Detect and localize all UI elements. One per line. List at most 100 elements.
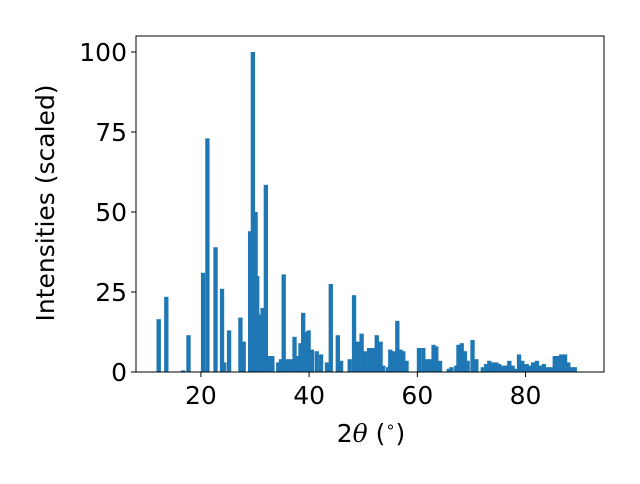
x-tick-label: 60 — [401, 381, 433, 410]
bar — [552, 356, 557, 372]
bar — [520, 360, 525, 372]
bar — [260, 308, 265, 372]
bar — [454, 365, 459, 372]
bar — [278, 359, 284, 372]
bar — [284, 359, 290, 372]
bar — [483, 364, 489, 372]
bar — [351, 295, 357, 372]
bar — [248, 231, 253, 372]
bar — [298, 343, 303, 372]
bar — [256, 314, 261, 372]
bar — [292, 336, 297, 372]
bar — [534, 360, 540, 372]
bar — [462, 351, 468, 372]
x-tick-label: 40 — [293, 381, 325, 410]
bar — [416, 348, 422, 372]
bar — [205, 138, 210, 372]
bar — [487, 360, 492, 372]
bar — [318, 354, 324, 372]
bar — [470, 340, 475, 372]
bar — [270, 356, 275, 372]
bar — [421, 348, 426, 372]
bar — [480, 367, 485, 372]
x-tick-label: 20 — [185, 381, 217, 410]
bar — [276, 362, 281, 372]
bar — [359, 333, 364, 372]
bar — [500, 365, 505, 372]
bar — [328, 284, 333, 372]
bar — [507, 360, 512, 372]
bar — [314, 351, 319, 372]
x-tick-label: 80 — [510, 381, 542, 410]
x-axis-ticks: 20 40 60 80 — [185, 372, 541, 410]
bar — [424, 359, 430, 372]
bar — [238, 317, 243, 372]
plot-frame — [135, 35, 605, 373]
bar — [503, 365, 509, 372]
y-tick-label: 0 — [111, 358, 127, 387]
bar — [164, 296, 169, 372]
bar — [446, 368, 451, 372]
bar — [395, 320, 400, 372]
y-tick-label: 25 — [95, 278, 127, 307]
x-axis-label: 2θ (∘) — [337, 417, 405, 448]
bar — [301, 312, 306, 372]
bar — [559, 354, 564, 372]
bar — [401, 351, 406, 372]
bar — [541, 364, 547, 372]
bar — [431, 344, 436, 372]
y-tick-label: 100 — [79, 38, 127, 67]
bar — [309, 349, 314, 372]
bar — [288, 359, 293, 372]
bar — [295, 356, 300, 372]
bar — [381, 365, 386, 372]
bar — [241, 341, 246, 372]
bar — [180, 370, 186, 372]
bar — [527, 365, 532, 372]
bar — [374, 335, 379, 372]
bar — [347, 359, 352, 372]
y-axis-label: Intensities (scaled) — [31, 84, 60, 321]
bar — [434, 346, 439, 372]
bar — [428, 359, 433, 372]
bar — [548, 367, 554, 372]
bar — [456, 344, 461, 372]
bar — [388, 349, 393, 372]
bar — [219, 288, 225, 372]
bar — [404, 360, 409, 372]
bar — [378, 341, 383, 372]
bar — [510, 365, 515, 372]
bar — [200, 272, 206, 372]
bar — [474, 359, 479, 372]
bar — [306, 330, 311, 372]
bar — [555, 356, 561, 372]
y-axis-ticks: 0 25 50 75 100 — [79, 38, 136, 387]
y-tick-label: 50 — [95, 198, 127, 227]
bar — [370, 348, 376, 372]
bar — [572, 367, 577, 372]
bar — [496, 364, 502, 372]
bar — [516, 354, 522, 372]
bar — [465, 360, 470, 372]
bar — [562, 354, 568, 372]
bar — [355, 341, 360, 372]
bar — [449, 367, 454, 372]
bar — [213, 247, 218, 372]
bar — [530, 362, 536, 372]
bar — [490, 362, 496, 372]
bar — [335, 335, 340, 372]
bar — [303, 332, 309, 372]
bar — [513, 368, 518, 372]
bar — [437, 360, 443, 372]
bar — [263, 184, 269, 372]
bar — [186, 335, 191, 372]
bars-group — [156, 52, 577, 372]
bar — [156, 319, 161, 372]
bar — [391, 351, 396, 372]
bar — [250, 52, 256, 372]
bar — [524, 364, 529, 372]
bar — [545, 367, 550, 372]
